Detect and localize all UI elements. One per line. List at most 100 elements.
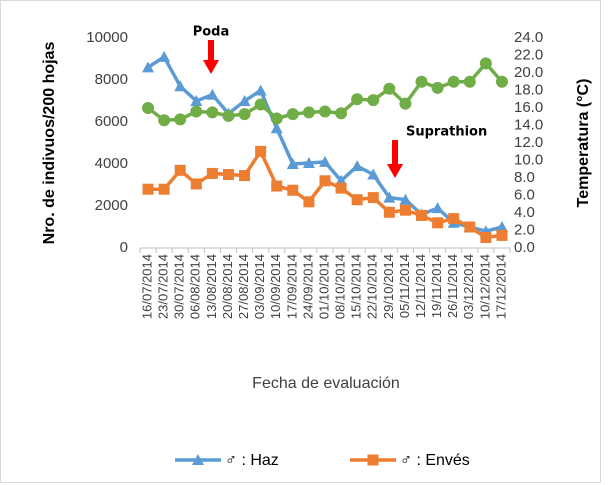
marker bbox=[238, 108, 251, 121]
marker bbox=[479, 57, 492, 70]
marker bbox=[464, 221, 476, 233]
marker bbox=[206, 167, 218, 179]
marker bbox=[270, 112, 283, 125]
y-tick-label: 0 bbox=[120, 239, 128, 256]
x-tick-label: 27/08/2014 bbox=[236, 254, 251, 319]
y2-axis-title: Temperatura (°C) bbox=[575, 79, 592, 208]
marker bbox=[270, 122, 283, 134]
marker bbox=[174, 80, 187, 92]
marker bbox=[351, 160, 364, 172]
y2-tick-label: 6.0 bbox=[514, 186, 535, 203]
y2-tick-label: 22.0 bbox=[514, 46, 543, 63]
x-tick-label: 30/07/2014 bbox=[172, 254, 187, 319]
marker bbox=[319, 175, 331, 187]
legend-label: ♂ : Haz bbox=[225, 452, 279, 469]
y2-tick-label: 24.0 bbox=[514, 29, 543, 46]
marker bbox=[367, 454, 379, 466]
annotation: Poda bbox=[193, 25, 230, 40]
y2-tick-label: 12.0 bbox=[514, 134, 543, 151]
y2-tick-label: 20.0 bbox=[514, 64, 543, 81]
marker bbox=[367, 168, 380, 180]
x-tick-label: 06/08/2014 bbox=[188, 254, 203, 319]
x-tick-label: 17/09/2014 bbox=[284, 254, 299, 319]
marker bbox=[255, 145, 267, 157]
marker bbox=[319, 105, 331, 118]
x-tick-label: 23/07/2014 bbox=[156, 254, 171, 319]
y-tick-label: 10000 bbox=[86, 29, 128, 46]
marker bbox=[238, 95, 251, 106]
marker bbox=[286, 158, 299, 169]
y2-tick-label: 8.0 bbox=[514, 169, 535, 186]
marker bbox=[302, 156, 315, 168]
y-axis-title: Nro. de indivuos/200 hojas bbox=[41, 42, 58, 245]
marker bbox=[174, 113, 187, 126]
marker bbox=[383, 191, 396, 203]
marker bbox=[158, 114, 171, 127]
marker bbox=[222, 169, 234, 180]
y2-tick-label: 14.0 bbox=[514, 116, 543, 133]
x-tick-label: 16/07/2014 bbox=[139, 254, 154, 319]
marker bbox=[495, 221, 508, 232]
marker bbox=[416, 209, 428, 221]
arrow-head bbox=[203, 60, 219, 74]
marker bbox=[367, 192, 379, 204]
y-tick-label: 6000 bbox=[95, 113, 128, 130]
marker bbox=[383, 206, 395, 218]
x-tick-label: 12/11/2014 bbox=[413, 254, 428, 318]
marker bbox=[432, 217, 444, 229]
marker bbox=[206, 88, 219, 100]
y2-tick-label: 16.0 bbox=[514, 99, 543, 116]
x-tick-label: 29/10/2014 bbox=[381, 254, 396, 319]
marker bbox=[383, 82, 396, 95]
marker bbox=[254, 84, 267, 96]
legend-label: ♂ : Envés bbox=[400, 452, 470, 469]
marker bbox=[319, 155, 331, 167]
marker bbox=[399, 193, 412, 205]
y-tick-label: 8000 bbox=[95, 71, 128, 88]
marker bbox=[351, 194, 363, 206]
marker bbox=[142, 183, 154, 195]
marker bbox=[271, 180, 283, 192]
marker bbox=[190, 178, 202, 190]
x-tick-label: 26/11/2014 bbox=[445, 254, 460, 318]
marker bbox=[399, 97, 412, 110]
marker bbox=[158, 183, 170, 195]
marker bbox=[174, 164, 186, 176]
y2-tick-label: 0.0 bbox=[514, 239, 535, 256]
x-tick-label: 05/11/2014 bbox=[397, 254, 412, 318]
x-tick-label: 10/09/2014 bbox=[268, 254, 283, 319]
marker bbox=[399, 204, 411, 216]
x-tick-label: 15/10/2014 bbox=[349, 254, 364, 319]
y2-tick-label: 4.0 bbox=[514, 204, 535, 221]
arrow-shaft bbox=[392, 140, 398, 164]
marker bbox=[287, 184, 299, 196]
marker bbox=[335, 107, 348, 120]
marker bbox=[286, 108, 299, 121]
arrow-head bbox=[387, 164, 403, 178]
annotation: Suprathion bbox=[406, 125, 487, 140]
marker bbox=[431, 81, 444, 94]
x-tick-label: 08/10/2014 bbox=[333, 254, 348, 319]
y-tick-label: 4000 bbox=[95, 155, 128, 172]
marker bbox=[254, 98, 267, 111]
marker bbox=[431, 202, 444, 214]
y2-tick-label: 10.0 bbox=[514, 151, 543, 168]
marker bbox=[190, 105, 203, 118]
x-tick-label: 03/09/2014 bbox=[252, 254, 267, 319]
marker bbox=[335, 182, 347, 194]
x-tick-label: 13/08/2014 bbox=[204, 254, 219, 319]
x-tick-label: 17/12/2014 bbox=[493, 254, 508, 319]
x-tick-label: 01/10/2014 bbox=[316, 254, 331, 319]
x-tick-label: 22/10/2014 bbox=[365, 254, 380, 319]
marker bbox=[480, 232, 492, 243]
marker bbox=[158, 50, 171, 62]
marker bbox=[448, 213, 460, 225]
marker bbox=[367, 94, 380, 107]
marker bbox=[239, 170, 251, 182]
x-axis-title: Fecha de evaluación bbox=[252, 375, 400, 392]
marker bbox=[222, 109, 235, 122]
marker bbox=[192, 454, 204, 465]
y-tick-label: 2000 bbox=[95, 197, 128, 214]
